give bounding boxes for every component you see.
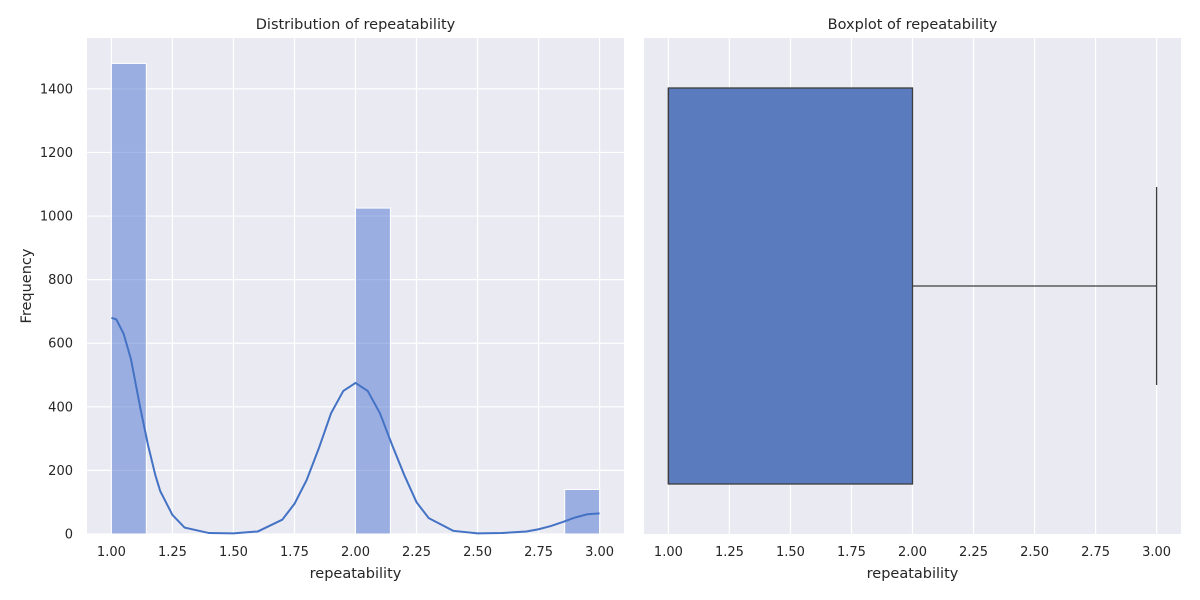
histogram-bar [564,488,601,535]
histogram-y-tick-label: 1000 [40,210,73,225]
histogram-y-tick-label: 0 [65,528,73,543]
histogram-x-tick-label: 2.25 [402,545,431,560]
boxplot-x-tick-label: 2.25 [959,545,988,560]
boxplot-x-tick-label: 2.75 [1081,545,1110,560]
boxplot-x-tick-label: 1.50 [776,545,805,560]
histogram-x-tick-label: 1.25 [158,545,187,560]
histogram-x-tick-label: 2.00 [341,545,370,560]
histogram-x-tick-label: 3.00 [585,545,614,560]
histogram-x-axis-label: repeatability [310,566,402,582]
histogram-x-tick-label: 1.00 [97,545,126,560]
histogram-y-tick-label: 1200 [40,146,73,161]
histogram-bars [110,62,601,535]
boxplot-x-tick-label: 2.00 [898,545,927,560]
boxplot-x-tick-label: 1.25 [715,545,744,560]
boxplot-x-tick-label: 3.00 [1142,545,1171,560]
histogram-x-tick-labels: 1.00 1.25 1.50 1.75 2.00 2.25 2.50 2.75 3.00 [97,545,614,560]
histogram-y-tick-label: 600 [48,337,73,352]
boxplot-x-tick-label: 1.00 [654,545,683,560]
histogram-y-tick-label: 1400 [40,82,73,97]
histogram-y-tick-label: 800 [48,273,73,288]
boxplot-x-tick-labels: 1.00 1.25 1.50 1.75 2.00 2.25 2.50 2.75 3.00 [654,545,1171,560]
histogram-y-tick-label: 400 [48,400,73,415]
boxplot-panel: 1.00 1.25 1.50 1.75 2.00 2.25 2.50 2.75 3.00 Box… [644,17,1181,582]
histogram-panel: 1.00 1.25 1.50 1.75 2.00 2.25 2.50 2.75 3.00 0 20… [19,17,624,582]
boxplot-box [667,87,914,485]
boxplot-marks [667,87,1158,485]
boxplot-x-axis-label: repeatability [867,566,959,582]
histogram-x-tick-label: 2.50 [463,545,492,560]
histogram-x-tick-label: 1.50 [219,545,248,560]
histogram-bar [355,207,391,535]
boxplot-x-tick-label: 2.50 [1020,545,1049,560]
histogram-x-tick-label: 2.75 [524,545,553,560]
histogram-y-tick-label: 200 [48,464,73,479]
histogram-title: Distribution of repeatability [256,17,456,33]
kde-curve [111,316,600,535]
histogram-bar [110,62,147,535]
boxplot-title: Boxplot of repeatability [828,17,998,33]
histogram-x-tick-label: 1.75 [280,545,309,560]
histogram-y-tick-labels: 0 200 400 600 800 1000 1200 1400 [40,82,73,542]
boxplot-x-tick-label: 1.75 [837,545,866,560]
histogram-y-axis-label: Frequency [19,248,35,323]
